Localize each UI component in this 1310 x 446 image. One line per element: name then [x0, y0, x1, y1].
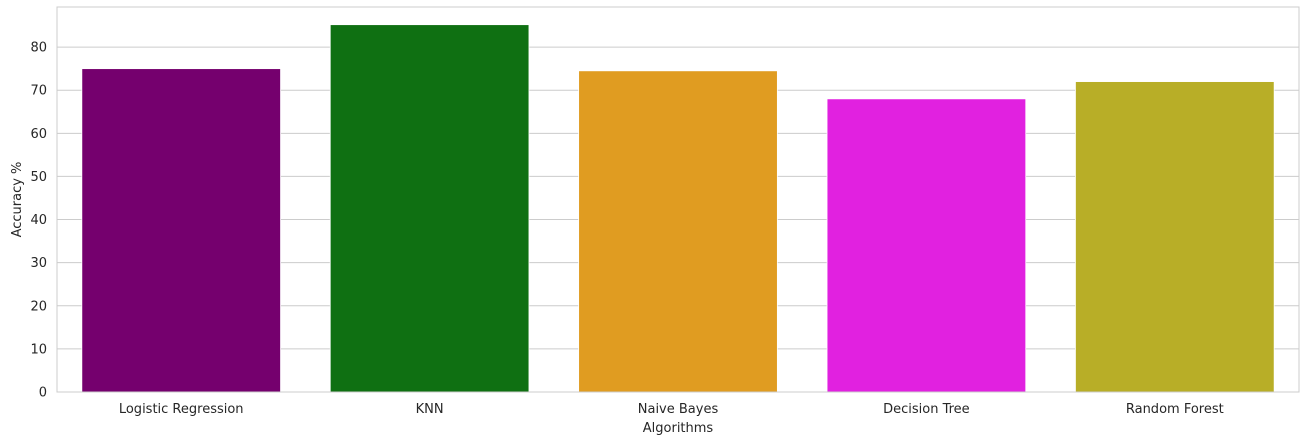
- y-tick-label: 60: [30, 127, 47, 142]
- bar-decision-tree: [826, 98, 1027, 393]
- bar-naive-bayes: [578, 70, 778, 393]
- bar-random-forest: [1075, 81, 1275, 393]
- x-tick-label: Decision Tree: [883, 402, 970, 417]
- bars: [81, 24, 1275, 393]
- x-tick-label: Logistic Regression: [119, 402, 244, 417]
- y-tick-label: 80: [30, 41, 47, 56]
- y-tick-label: 0: [39, 386, 47, 401]
- y-tick-label: 30: [30, 256, 47, 271]
- x-tick-label: KNN: [416, 402, 444, 417]
- y-tick-label: 50: [30, 170, 47, 185]
- x-tick-label: Random Forest: [1126, 402, 1224, 417]
- y-tick-labels: 0 10 20 30 40 50 60 70 80: [30, 41, 47, 401]
- x-tick-labels: Logistic Regression KNN Naive Bayes Decisio…: [119, 402, 1224, 417]
- x-tick-label: Naive Bayes: [638, 402, 719, 417]
- y-tick-label: 10: [30, 342, 47, 357]
- bar-logistic-regression: [81, 68, 281, 393]
- y-tick-label: 70: [30, 84, 47, 99]
- plot-frame: [56, 6, 1300, 393]
- y-tick-label: 20: [30, 299, 47, 314]
- y-tick-label: 40: [30, 213, 47, 228]
- bar-knn: [329, 24, 530, 393]
- x-axis-label: Algorithms: [643, 421, 714, 436]
- y-axis-label: Accuracy %: [10, 162, 25, 238]
